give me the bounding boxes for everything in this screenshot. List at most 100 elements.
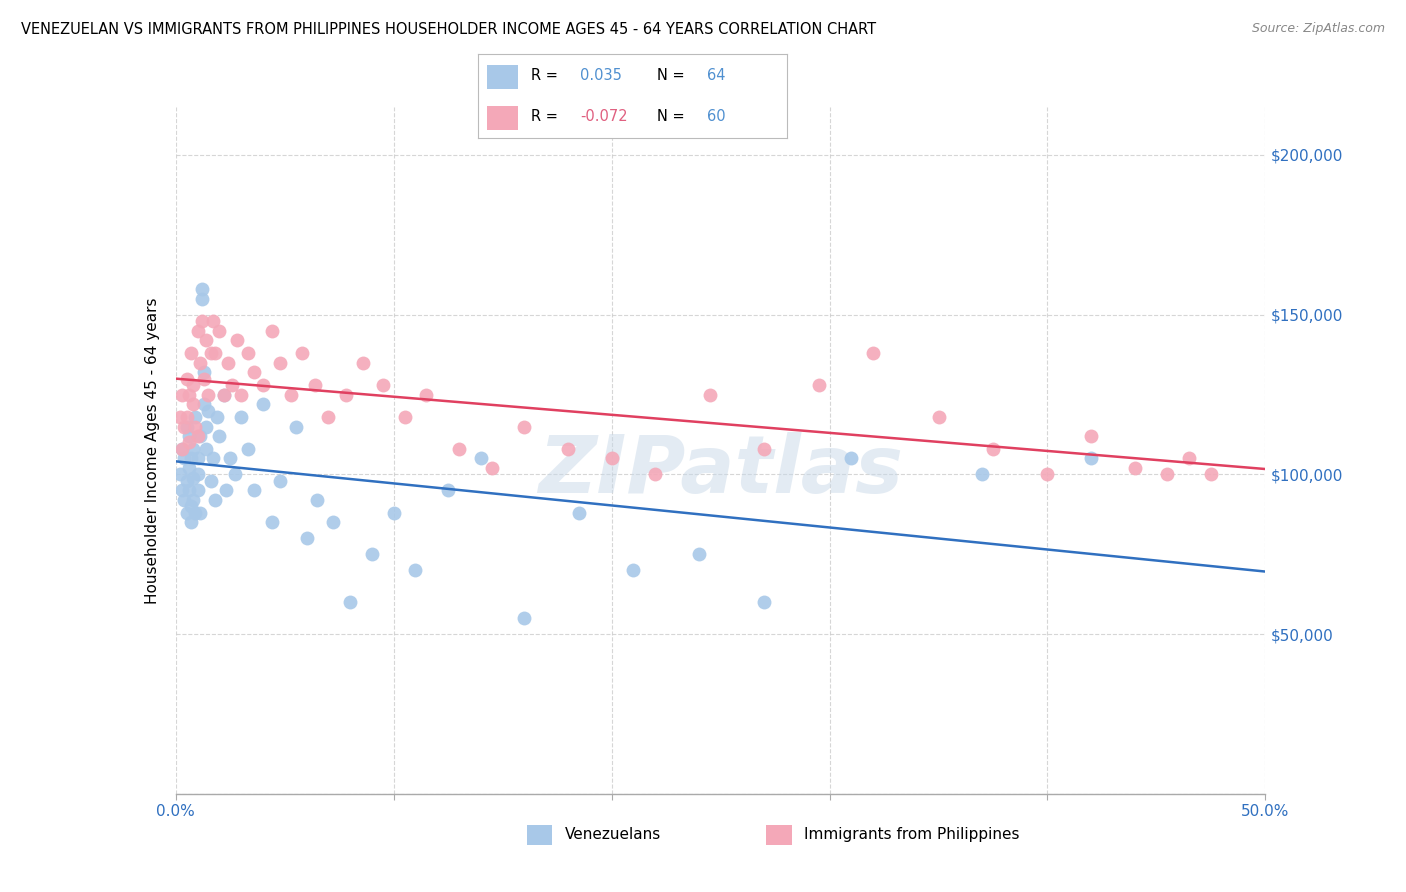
Point	[181, 470, 204, 484]
Point	[173, 451, 195, 466]
Point	[184, 506, 207, 520]
Point	[284, 419, 307, 434]
Point	[181, 397, 204, 411]
Point	[600, 451, 623, 466]
Point	[215, 483, 238, 498]
Point	[224, 467, 246, 482]
Point	[173, 493, 195, 508]
Point	[177, 429, 200, 443]
Point	[212, 387, 235, 401]
Point	[172, 442, 194, 456]
Point	[177, 461, 200, 475]
Point	[318, 409, 340, 424]
Point	[481, 461, 503, 475]
Point	[243, 483, 266, 498]
Point	[181, 378, 204, 392]
Point	[754, 442, 776, 456]
Point	[172, 442, 194, 456]
Point	[437, 483, 460, 498]
Point	[195, 419, 218, 434]
Point	[382, 506, 405, 520]
Point	[176, 371, 198, 385]
Point	[307, 493, 329, 508]
Point	[1123, 461, 1146, 475]
Text: N =: N =	[658, 68, 690, 83]
Point	[176, 419, 198, 434]
Point	[195, 442, 218, 456]
Point	[339, 595, 361, 609]
Text: ZIPatlas: ZIPatlas	[538, 432, 903, 510]
Point	[699, 387, 721, 401]
Point	[807, 378, 830, 392]
Text: Source: ZipAtlas.com: Source: ZipAtlas.com	[1251, 22, 1385, 36]
Point	[201, 451, 224, 466]
Point	[191, 282, 214, 296]
Point	[236, 442, 259, 456]
Point	[169, 409, 191, 424]
Point	[335, 387, 357, 401]
Text: VENEZUELAN VS IMMIGRANTS FROM PHILIPPINES HOUSEHOLDER INCOME AGES 45 - 64 YEARS : VENEZUELAN VS IMMIGRANTS FROM PHILIPPINE…	[21, 22, 876, 37]
Point	[291, 346, 314, 360]
Text: Venezuelans: Venezuelans	[565, 828, 661, 842]
Point	[688, 547, 710, 561]
Point	[181, 493, 204, 508]
Point	[352, 356, 374, 370]
Text: 60: 60	[707, 109, 725, 124]
Point	[177, 435, 200, 450]
Point	[447, 442, 470, 456]
Point	[644, 467, 666, 482]
Point	[201, 314, 224, 328]
Point	[252, 397, 274, 411]
Point	[225, 333, 247, 347]
Point	[221, 378, 243, 392]
Point	[260, 324, 283, 338]
Point	[1080, 451, 1102, 466]
Point	[208, 429, 231, 443]
Point	[405, 563, 427, 577]
Point	[200, 346, 222, 360]
Text: 64: 64	[707, 68, 725, 83]
Point	[1080, 429, 1102, 443]
Point	[184, 409, 207, 424]
Point	[205, 409, 228, 424]
Point	[204, 346, 226, 360]
Point	[371, 378, 394, 392]
Point	[177, 387, 200, 401]
Point	[186, 467, 209, 482]
Point	[1036, 467, 1059, 482]
Point	[186, 324, 209, 338]
Text: R =: R =	[530, 109, 562, 124]
Point	[191, 314, 214, 328]
Point	[754, 595, 776, 609]
Point	[557, 442, 579, 456]
Point	[184, 419, 207, 434]
Point	[231, 409, 253, 424]
Point	[193, 365, 215, 379]
Point	[236, 346, 259, 360]
Point	[970, 467, 993, 482]
Point	[208, 324, 231, 338]
Bar	[488, 106, 519, 130]
Point	[186, 451, 209, 466]
Point	[280, 387, 302, 401]
Y-axis label: Householder Income Ages 45 - 64 years: Householder Income Ages 45 - 64 years	[145, 297, 160, 604]
Point	[212, 387, 235, 401]
Point	[191, 292, 214, 306]
Point	[176, 409, 198, 424]
Text: 0.035: 0.035	[581, 68, 621, 83]
Point	[188, 429, 211, 443]
Point	[295, 531, 318, 545]
Point	[180, 500, 202, 514]
Text: -0.072: -0.072	[581, 109, 627, 124]
Point	[841, 451, 863, 466]
Point	[243, 365, 266, 379]
Point	[180, 346, 202, 360]
Point	[195, 333, 218, 347]
Point	[204, 493, 226, 508]
Point	[394, 409, 416, 424]
Text: R =: R =	[530, 68, 562, 83]
Text: Immigrants from Philippines: Immigrants from Philippines	[804, 828, 1019, 842]
Point	[862, 346, 884, 360]
Point	[181, 442, 204, 456]
Point	[176, 506, 198, 520]
